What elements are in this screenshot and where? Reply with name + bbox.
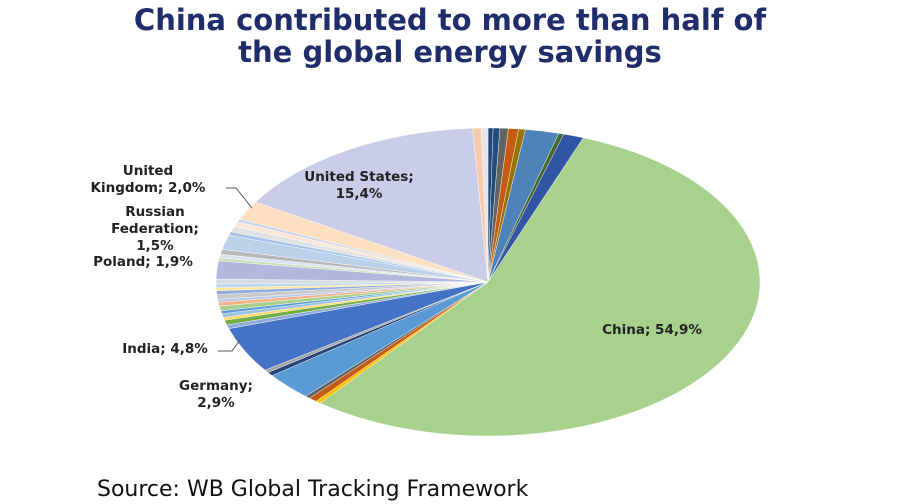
- slice-label: Poland; 1,9%: [93, 254, 193, 270]
- slice-label: 15,4%: [336, 186, 383, 202]
- pie-slice: [319, 137, 761, 437]
- slice-label: United States;: [304, 169, 414, 185]
- pie-slice: [480, 127, 489, 283]
- leader-line: [226, 187, 253, 209]
- chart-title: the global energy savings: [238, 35, 662, 69]
- leader-line: [218, 339, 241, 352]
- pie-slice: [255, 128, 489, 283]
- source-note: Source: WB Global Tracking Framework: [97, 477, 529, 502]
- slice-label: United: [123, 163, 173, 179]
- slice-label: Russian: [125, 204, 184, 220]
- slice-label: Kingdom; 2,0%: [91, 180, 206, 196]
- chart-title: China contributed to more than half of: [134, 3, 767, 37]
- slice-label: China; 54,9%: [602, 322, 702, 338]
- slice-label: India; 4,8%: [122, 341, 208, 357]
- slice-label: Federation;: [111, 221, 199, 237]
- slice-label: 2,9%: [197, 395, 235, 411]
- slice-label: Germany;: [179, 378, 253, 394]
- slice-label: 1,5%: [136, 238, 174, 254]
